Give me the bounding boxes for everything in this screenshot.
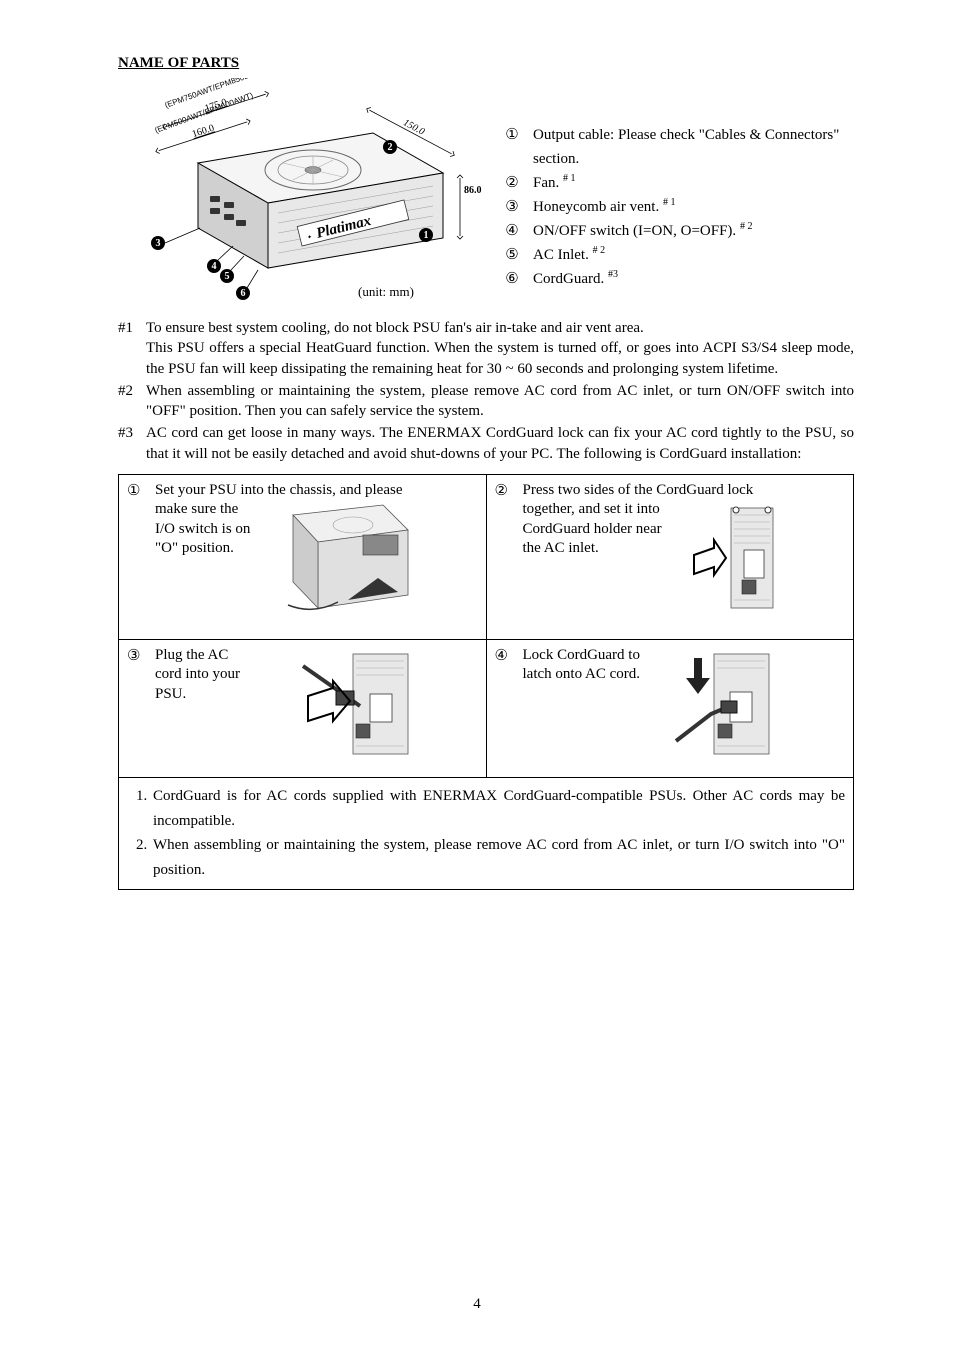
install-num: ① bbox=[127, 481, 145, 621]
install-num: ③ bbox=[127, 646, 145, 761]
install-text: Plug the AC cord into your PSU. bbox=[155, 646, 478, 761]
install-text: Press two sides of the CordGuard lock to… bbox=[523, 481, 846, 616]
diagram-marker-6: 6 bbox=[241, 288, 246, 299]
notes-section: #1 To ensure best system cooling, do not… bbox=[118, 318, 854, 464]
parts-text: Fan. # 1 bbox=[533, 171, 854, 195]
note-body: To ensure best system cooling, do not bl… bbox=[146, 318, 854, 379]
diagram-dim-top-right: 150.0 bbox=[401, 117, 426, 137]
note-tag: #2 bbox=[118, 381, 140, 422]
parts-text: Output cable: Please check "Cables & Con… bbox=[533, 123, 854, 171]
parts-row: ② Fan. # 1 bbox=[503, 171, 854, 195]
install-footer-notes: CordGuard is for AC cords supplied with … bbox=[119, 777, 854, 889]
install-cell-4: ④ Lock CordGuard to latch onto AC cord. bbox=[486, 639, 854, 777]
top-section: ✦ Platimax (EPM750AWT/EPM850EWT) bbox=[118, 78, 854, 308]
footer-note-2: When assembling or maintaining the syste… bbox=[151, 833, 845, 883]
parts-num: ② bbox=[503, 171, 521, 195]
diagram-marker-4: 4 bbox=[212, 261, 217, 272]
diagram-marker-3: 3 bbox=[156, 238, 161, 249]
diagram-marker-5: 5 bbox=[225, 271, 230, 282]
parts-num: ⑤ bbox=[503, 243, 521, 267]
install-num: ② bbox=[495, 481, 513, 616]
section-heading: NAME OF PARTS bbox=[118, 55, 854, 72]
install-table: ① Set your PSU into the chassis, and ple… bbox=[118, 474, 854, 890]
note-tag: #1 bbox=[118, 318, 140, 379]
install-image-3 bbox=[258, 646, 418, 761]
parts-text: Honeycomb air vent. # 1 bbox=[533, 195, 854, 219]
install-text: Set your PSU into the chassis, and pleas… bbox=[155, 481, 478, 621]
parts-row: ⑥ CordGuard. #3 bbox=[503, 267, 854, 291]
parts-row: ④ ON/OFF switch (I=ON, O=OFF). # 2 bbox=[503, 219, 854, 243]
parts-num: ⑥ bbox=[503, 267, 521, 291]
diagram-unit-label: (unit: mm) bbox=[358, 284, 414, 299]
parts-num: ① bbox=[503, 123, 521, 171]
install-image-4 bbox=[666, 646, 776, 761]
parts-text: AC Inlet. # 2 bbox=[533, 243, 854, 267]
note-2: #2 When assembling or maintaining the sy… bbox=[118, 381, 854, 422]
diagram-marker-2: 2 bbox=[388, 142, 393, 153]
parts-row: ①Output cable: Please check "Cables & Co… bbox=[503, 123, 854, 171]
parts-row: ③ Honeycomb air vent. # 1 bbox=[503, 195, 854, 219]
note-3: #3 AC cord can get loose in many ways. T… bbox=[118, 423, 854, 464]
parts-text: ON/OFF switch (I=ON, O=OFF). # 2 bbox=[533, 219, 854, 243]
diagram-marker-1: 1 bbox=[424, 230, 429, 241]
install-cell-2: ② Press two sides of the CordGuard lock … bbox=[486, 474, 854, 639]
note-1: #1 To ensure best system cooling, do not… bbox=[118, 318, 854, 379]
parts-num: ④ bbox=[503, 219, 521, 243]
note-body: AC cord can get loose in many ways. The … bbox=[146, 423, 854, 464]
parts-list: ①Output cable: Please check "Cables & Co… bbox=[503, 78, 854, 308]
diagram-dim-2: 160.0 bbox=[191, 123, 216, 140]
install-image-1 bbox=[263, 500, 418, 620]
parts-text: CordGuard. #3 bbox=[533, 267, 854, 291]
install-num: ④ bbox=[495, 646, 513, 761]
diagram-dim-right: 86.0 bbox=[464, 185, 482, 196]
install-image-2 bbox=[686, 500, 778, 615]
parts-row: ⑤ AC Inlet. # 2 bbox=[503, 243, 854, 267]
psu-diagram: ✦ Platimax (EPM750AWT/EPM850EWT) bbox=[118, 78, 483, 308]
parts-num: ③ bbox=[503, 195, 521, 219]
install-text: Lock CordGuard to latch onto AC cord. bbox=[523, 646, 846, 761]
install-cell-3: ③ Plug the AC cord into your PSU. bbox=[119, 639, 487, 777]
page-number: 4 bbox=[0, 1296, 954, 1313]
install-cell-1: ① Set your PSU into the chassis, and ple… bbox=[119, 474, 487, 639]
note-body: When assembling or maintaining the syste… bbox=[146, 381, 854, 422]
note-tag: #3 bbox=[118, 423, 140, 464]
footer-note-1: CordGuard is for AC cords supplied with … bbox=[151, 784, 845, 834]
